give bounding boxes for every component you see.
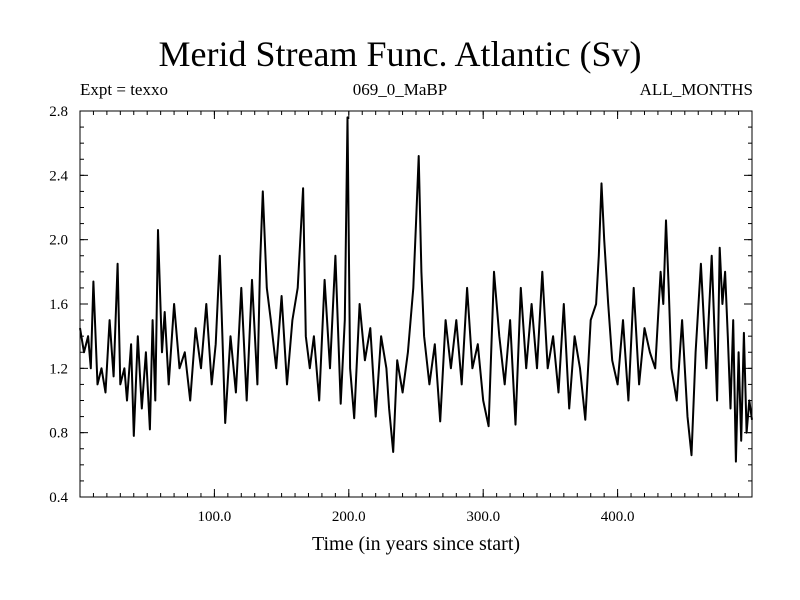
- experiment-label: Expt = texxo: [80, 80, 168, 99]
- y-tick-label: 1.6: [49, 297, 68, 313]
- y-tick-label: 1.2: [49, 361, 68, 377]
- x-axis-label: Time (in years since start): [312, 533, 520, 555]
- x-tick-label: 200.0: [332, 509, 366, 525]
- y-tick-label: 2.8: [49, 104, 68, 120]
- y-tick-label: 2.4: [49, 168, 68, 184]
- x-tick-label: 100.0: [198, 509, 232, 525]
- x-tick-label: 400.0: [601, 509, 635, 525]
- y-tick-label: 2.0: [49, 233, 68, 249]
- chart-title: Merid Stream Func. Atlantic (Sv): [158, 34, 642, 74]
- months-label: ALL_MONTHS: [639, 80, 753, 99]
- y-tick-label: 0.4: [49, 490, 68, 506]
- period-label: 069_0_MaBP: [352, 80, 448, 99]
- plot-frame: [79, 110, 753, 498]
- series-line: [79, 116, 753, 463]
- x-tick-label: 300.0: [466, 509, 500, 525]
- y-tick-label: 0.8: [49, 426, 68, 442]
